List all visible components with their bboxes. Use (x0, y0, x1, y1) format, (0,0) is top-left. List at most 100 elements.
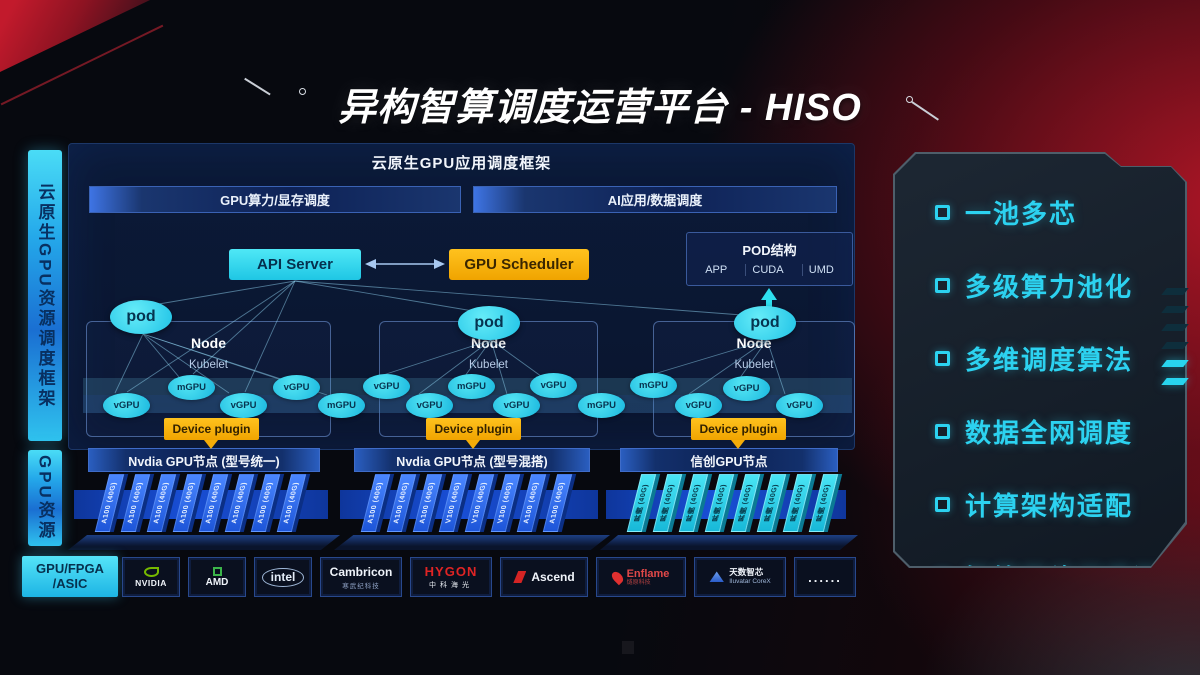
gpu-card: 昇腾 (40G) (704, 474, 735, 532)
intel-logo-icon: intel (261, 567, 305, 587)
vendor-box-cambricon: Cambricon 寒武纪科技 (320, 557, 402, 597)
gpu-card: A100 (40G) (386, 474, 417, 532)
gpu-unit-ellipse: vGPU (220, 393, 267, 418)
feature-item: 多级算力池化 (935, 267, 1161, 304)
gpu-unit-ellipse: vGPU (723, 376, 770, 401)
pod-up-arrow-icon (761, 288, 777, 309)
gpu-card: V100 (40G) (438, 474, 469, 532)
enflame-logo-icon (609, 569, 625, 585)
node-title: Node (191, 335, 226, 351)
ascend-logo-icon (513, 571, 527, 583)
gpu-unit-ellipse: vGPU (493, 393, 540, 418)
feature-item: 多维调度算法 (935, 340, 1161, 377)
gpu-group-mixed: A100 (40G) A100 (40G) A100 (40G) V100 (4… (334, 448, 610, 550)
feature-bullet-icon (935, 205, 950, 220)
kubelet-label: Kubelet (188, 359, 228, 371)
ellipsis-label: ...... (808, 569, 842, 585)
gpu-unit-ellipse: vGPU (363, 374, 410, 399)
gpu-unit-ellipse: vGPU (675, 393, 722, 418)
gpu-card: A100 (40G) (172, 474, 203, 532)
gpu-platform (334, 535, 610, 550)
pod-structure-box: POD结构 APP CUDA UMD (686, 232, 853, 286)
device-plugin-arrow-icon (731, 440, 745, 449)
pod-ellipse: pod (734, 306, 796, 340)
feature-bullet-icon (935, 424, 950, 439)
slash-marks-decoration (1161, 288, 1189, 385)
gpu-unit-ellipse: vGPU (273, 375, 320, 400)
amd-logo-icon (212, 566, 222, 576)
pod-item-cuda: CUDA (745, 264, 789, 276)
feature-item: 一池多芯 (935, 194, 1161, 231)
gpu-card: 昇腾 (40G) (652, 474, 683, 532)
gpu-unit-ellipse: mGPU (168, 375, 215, 400)
rail-gpu-resources: GPU资源 (28, 450, 62, 546)
gpu-unit-ellipse: mGPU (578, 393, 625, 418)
vendor-box-more: ...... (794, 557, 856, 597)
pod-item-umd: UMD (801, 264, 840, 276)
gpu-card: A100 (40G) (146, 474, 177, 532)
title-circuit-decoration-right (906, 96, 952, 126)
feature-bullet-icon (935, 497, 950, 512)
gpu-card: V100 (40G) (464, 474, 495, 532)
gpu-unit-ellipse: vGPU (776, 393, 823, 418)
feature-item: 数据全网调度 (935, 413, 1161, 450)
gpu-card: 昇腾 (40G) (782, 474, 813, 532)
gpu-card: A100 (40G) (224, 474, 255, 532)
gpu-group-uniform: A100 (40G) A100 (40G) A100 (40G) A100 (4… (68, 448, 340, 550)
page-title: 异构智算调度运营平台 - HISO (338, 87, 862, 129)
features-panel: 一池多芯 多级算力池化 多维调度算法 数据全网调度 计算架构适配 智算网络可观测 (893, 152, 1187, 568)
device-plugin-box: Device plugin (164, 418, 259, 440)
feature-bullet-icon (935, 351, 950, 366)
gpu-group-header: Nvdia GPU节点 (型号统一) (88, 448, 320, 472)
feature-bullet-icon (935, 570, 950, 585)
chip-label-line1: GPU/FPGA (36, 560, 104, 576)
framework-panel: 云原生GPU应用调度框架 GPU算力/显存调度 AI应用/数据调度 API Se… (68, 143, 855, 450)
gpu-group-header: Nvdia GPU节点 (型号混搭) (354, 448, 590, 472)
pod-ellipse: pod (110, 300, 172, 334)
vendor-box-intel: intel (254, 557, 312, 597)
gpu-card: A100 (40G) (516, 474, 547, 532)
gpu-group-domestic: 昇腾 (40G) 昇腾 (40G) 昇腾 (40G) 昇腾 (40G) 昇腾 (… (600, 448, 858, 550)
gpu-unit-ellipse: vGPU (103, 393, 150, 418)
gpu-card: 昇腾 (40G) (730, 474, 761, 532)
vendor-box-amd: AMD (188, 557, 246, 597)
ai-data-scheduling-bar: AI应用/数据调度 (473, 186, 837, 213)
compute-vram-scheduling-bar: GPU算力/显存调度 (89, 186, 461, 213)
gpu-card: V100 (40G) (490, 474, 521, 532)
device-plugin-box: Device plugin (426, 418, 521, 440)
pod-ellipse: pod (458, 306, 520, 340)
features-panel-inner: 一池多芯 多级算力池化 多维调度算法 数据全网调度 计算架构适配 智算网络可观测 (895, 154, 1185, 566)
rail-framework: 云原生GPU资源调度框架 (28, 150, 62, 441)
gpu-card: A100 (40G) (120, 474, 151, 532)
device-plugin-arrow-icon (204, 440, 218, 449)
hardware-chip-box: GPU/FPGA /ASIC (22, 556, 118, 597)
gpu-card: A100 (40G) (250, 474, 281, 532)
gpu-platform (600, 535, 858, 550)
footer-logo-mark (622, 641, 634, 654)
corner-red-wedge (0, 0, 150, 72)
gpu-group-header: 信创GPU节点 (620, 448, 838, 472)
gpu-platform (68, 535, 340, 550)
vendor-box-ascend: Ascend (500, 557, 588, 597)
kubelet-label: Kubelet (468, 359, 508, 371)
vendor-box-nvidia: NVIDIA (122, 557, 180, 597)
vendor-box-hygon: HYGON 中科海光 (410, 557, 492, 597)
gpu-unit-ellipse: vGPU (530, 373, 577, 398)
vendor-box-enflame: Enflame 燧原科技 (596, 557, 686, 597)
pod-item-app: APP (705, 264, 728, 276)
feature-item: 智算网络可观测 (935, 559, 1161, 585)
gpu-card: A100 (40G) (198, 474, 229, 532)
gpu-card: A100 (40G) (412, 474, 443, 532)
gpu-unit-ellipse: mGPU (630, 373, 677, 398)
device-plugin-box: Device plugin (691, 418, 786, 440)
gpu-card: 昇腾 (40G) (678, 474, 709, 532)
kubelet-label: Kubelet (734, 359, 774, 371)
gpu-card: 昇腾 (40G) (756, 474, 787, 532)
chip-label-line2: /ASIC (52, 575, 88, 591)
framework-title: 云原生GPU应用调度框架 (371, 155, 552, 172)
vendor-box-iluvatar: 天数智芯 Iluvatar CoreX (694, 557, 786, 597)
gpu-unit-ellipse: mGPU (318, 393, 365, 418)
title-circuit-decoration-left (244, 78, 306, 118)
device-plugin-arrow-icon (466, 440, 480, 449)
